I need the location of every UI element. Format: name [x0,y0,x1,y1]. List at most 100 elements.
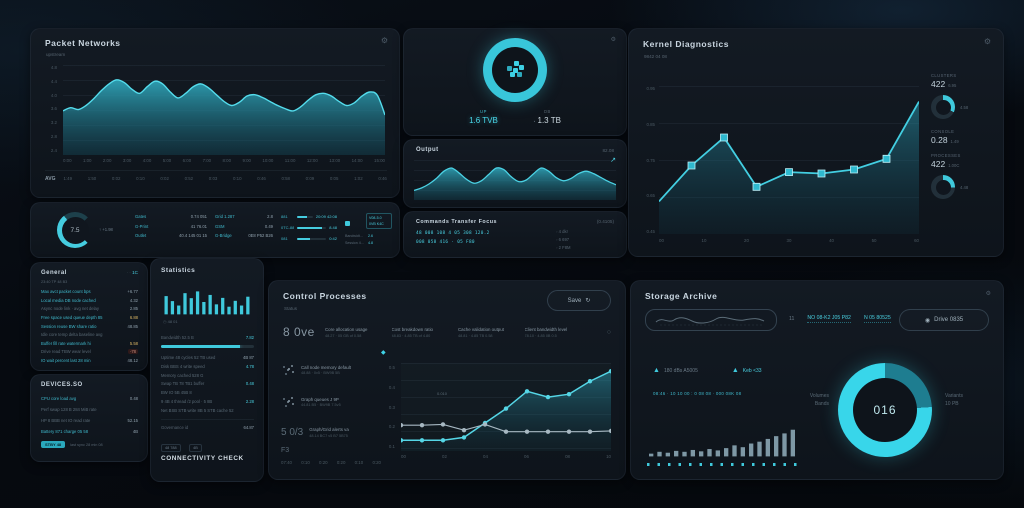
x-tick: 5:00 [162,158,172,163]
x-tick: 06 [524,454,529,459]
footer-row: Governance id 64.87 [161,425,254,430]
mini-stat-row: Session 481 054.8 [345,241,373,245]
x-tick: 00 [659,238,664,243]
y-tick: 4.0 [50,92,57,98]
devices-list: CPU core load avg 0.48 Perf swap 128 B 284… [41,396,138,434]
y-tick: 4.4 [50,78,57,84]
code-row: 48 008 108 4 05 308 120.2 [416,231,490,236]
stat-sub: 6.95 [948,83,957,88]
gear-icon[interactable]: ⚙ [985,291,991,297]
list-item-label: Max avct packet count bps [41,289,91,294]
gear-icon[interactable]: ⚙ [610,37,616,43]
donut-left-label: Volumes Bands [789,393,829,407]
list-item-label: Battery 871 charge 05 58 [41,429,89,434]
progress-fill [297,215,307,218]
stat-label: CONSOLE [931,129,955,134]
mini-stats-group: Bandwidth 482.6 Session 481 054.8 [345,213,373,245]
link[interactable]: N 05 80525 [863,315,891,323]
x-tick: 60 [914,238,919,243]
drive-icon: ◉ [924,317,931,324]
footer-value: 0:03 [208,176,218,181]
list-item-label: Drive read TBW wear level [41,349,91,355]
mini-stat-rows: Bandwidth 482.6 Session 481 054.8 [345,234,373,245]
x-tick: 15:00 [374,158,385,163]
x-tick: 1:00 [82,158,92,163]
panel-value: 82.08 [602,148,615,153]
side-rows: ◦ 4 dkr ◦ 6 697 ◦ 2 F8M [556,229,571,250]
side-row-text: 2 F8M [558,245,571,250]
x-tick: 0:20 [336,460,346,465]
stat-sub: 1.49 [950,139,959,144]
y-tick: 0.85 [646,121,655,127]
legend-label: 180 dBs A5005 [663,367,698,374]
progress-track [161,345,254,348]
stat-value: ▪ 1.3 TB [534,116,561,125]
annotation: 0.010 [437,391,448,396]
gear-icon[interactable]: ⚙ [380,36,388,45]
footer-value: 1:49 [63,176,73,181]
donut-hole [853,378,917,442]
panel-subtitle: 23:40 TP 48 B3 [41,280,68,284]
x-tick: 3:00 [122,158,132,163]
list-item: CPU core load avg 0.48 [41,396,138,401]
panel-title: Control Processes [283,291,367,301]
status-box: V08-5.0 0VB K4C [366,213,392,229]
list-item-label: IO wait percent last 28 min [41,358,91,363]
donut-right-label: Variants 10 PB [945,393,985,407]
circle-icon[interactable]: ○ [606,329,611,336]
panel-title: Storage Archive [645,291,718,301]
footer-value: 0:05 [329,176,339,181]
y-tick: 2.8 [50,134,57,140]
mini-stat-row: Bandwidth 48 2.6 [345,234,373,238]
x-tick: 0:10 [301,460,310,465]
sketch-field[interactable] [645,309,777,331]
panel-subtitle: upstream [46,52,66,57]
column-header: Core allocation usage 48.27 · 05 GB of 0.… [325,327,392,338]
x-tick: 13:00 [329,158,341,163]
y-tick: 0.3 [388,404,395,410]
drive-button[interactable]: ◉ Drive 0835 [899,309,989,331]
list-item-value: 0.48 [245,381,254,387]
standby-pill[interactable]: STBY 48 [41,441,66,448]
bullet-icon: ▪ [533,118,536,124]
row-labels: Graph/Grid alerts va 48.14 BC7 v5 B7 5B7… [309,427,349,438]
panel-storage-ring: ⚙ UP 1.6 TVB DB ▪ 1.3 TB [403,28,627,136]
panel-title: Output [416,147,439,153]
process-row: Call node memory default 48.88 · 0v5 · B… [281,363,391,377]
list-item: BW IO 5B 45B 8 [161,390,254,395]
header-big-value: 8 0ve [283,325,315,339]
save-button[interactable]: Save ↻ [547,290,611,311]
stat-label: Outlet [135,233,147,238]
label-line: 10 PB [945,401,959,407]
stat-value: 0E8 P52 B26 [248,233,273,238]
x-tick: 0:10 [354,460,364,465]
footer-value: 0:46 [378,176,387,181]
progress-value: 0:42 [329,236,337,241]
progress-row: 881 20:09 42:08 [281,214,337,219]
panel-title: Kernel Diagnostics [643,39,729,49]
line-chart [659,86,919,234]
code-rows: 48 008 108 4 05 308 120.2 008 058 416 · 0… [416,231,490,245]
standby-row: STBY 48 last sync 28 min 08 [41,441,103,448]
y-tick: 0.2 [388,424,395,430]
link[interactable]: NO 08-K2 J05 P82 [807,315,851,323]
stat-upload: UP 1.6 TVB [469,109,498,125]
row-sub: 48.88 · 0v5 · BW9B 5B [301,371,340,376]
status-box-line: V08-5.0 [369,216,382,220]
stat-value-text: 1.3 TB [537,116,561,125]
progress-value: 8.48 [329,225,337,230]
link[interactable]: 11 [789,316,795,322]
triangle-icon: ▲ [653,367,660,374]
panel-general: General · · 1C 23:40 TP 48 B3 Max avct p… [30,262,148,371]
donut-center-value: 016 [873,403,897,417]
label-line: Volumes [809,393,829,399]
x-axis-labels: 0:00 1:00 2:00 3:00 4:00 5:00 6:00 7:00 8:00 9:00… [63,158,385,163]
gear-icon[interactable]: ⚙ [983,37,991,46]
progress-row: 081 0:42 [281,236,337,241]
side-row-text: 6 697 [558,237,570,242]
bullet-icon: ◦ [556,237,559,242]
x-tick: 08 [565,454,570,459]
tag: 48 788 [161,444,181,452]
stat-column-1: Gates 0.74 051 G-Print 41 76.01 Outlet 40.4 1… [135,214,207,238]
